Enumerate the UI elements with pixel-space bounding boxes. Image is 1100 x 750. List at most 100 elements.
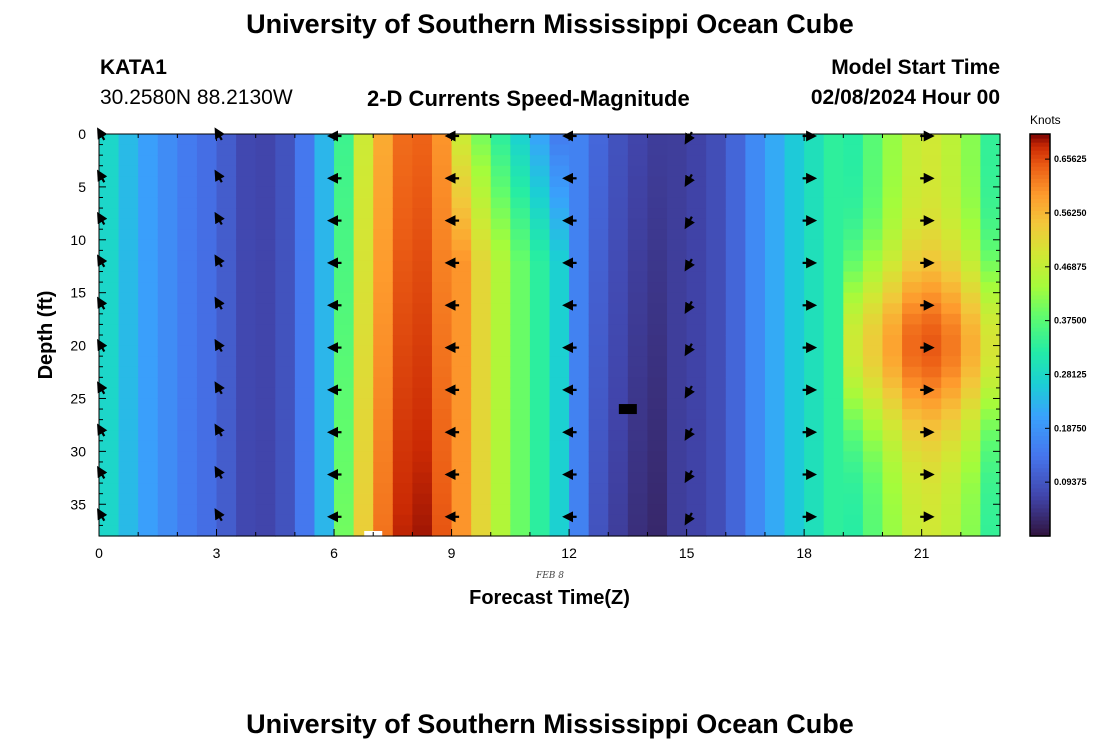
heat-cell xyxy=(431,493,453,505)
heat-cell xyxy=(353,186,374,199)
heat-cell xyxy=(588,335,609,347)
heat-cell xyxy=(255,409,276,421)
heat-cell xyxy=(138,134,159,146)
heat-cell xyxy=(608,197,629,209)
heat-cell xyxy=(627,313,649,326)
colorbar-tick-label: 0.18750 xyxy=(1054,423,1087,433)
heat-cell xyxy=(960,176,982,188)
heat-cell xyxy=(980,430,1001,442)
heat-cell xyxy=(627,250,649,262)
heat-cell xyxy=(236,208,257,220)
heat-cell xyxy=(804,144,825,156)
heat-cell xyxy=(706,197,727,209)
heat-cell xyxy=(275,345,296,357)
heat-cell xyxy=(196,260,218,273)
colorbar-segment xyxy=(1030,471,1050,477)
heat-cell xyxy=(941,313,962,326)
heat-cell xyxy=(353,483,374,495)
heat-cell xyxy=(843,525,864,537)
heat-cell xyxy=(549,356,570,368)
colorbar-segment xyxy=(1030,523,1050,529)
colorbar-segment xyxy=(1030,270,1050,276)
heat-cell xyxy=(960,292,982,304)
heat-cell xyxy=(843,197,864,209)
heat-cell xyxy=(314,292,335,304)
heat-cell xyxy=(804,356,825,368)
heat-cell xyxy=(294,514,316,527)
heat-cell xyxy=(510,377,531,389)
heat-cell xyxy=(275,398,296,410)
heat-cell xyxy=(902,483,923,495)
heat-cell xyxy=(412,409,433,421)
y-tick-label: 30 xyxy=(70,443,86,459)
heat-cell xyxy=(314,260,335,273)
heat-cell xyxy=(706,324,727,336)
heat-cell xyxy=(706,409,727,421)
heat-cell xyxy=(431,303,453,315)
heat-cell xyxy=(510,282,531,294)
heat-cell xyxy=(843,282,864,294)
heat-cell xyxy=(843,218,864,230)
heat-cell xyxy=(549,197,570,209)
heat-cell xyxy=(588,176,609,188)
heat-cell xyxy=(314,176,335,188)
heat-cell xyxy=(392,345,413,357)
heat-cell xyxy=(471,144,492,156)
heat-cell xyxy=(529,387,551,400)
heat-cell xyxy=(608,387,629,400)
heat-cell xyxy=(138,303,159,315)
heat-cell xyxy=(431,250,453,262)
heat-cell xyxy=(941,430,962,442)
heat-cell xyxy=(373,483,394,495)
heat-cell xyxy=(902,229,923,241)
heat-cell xyxy=(471,504,492,516)
heat-cell xyxy=(490,260,511,273)
heat-cell xyxy=(843,155,864,167)
heat-cell xyxy=(118,229,139,241)
heat-cell xyxy=(902,144,923,156)
colorbar-segment xyxy=(1030,158,1050,163)
heat-cell xyxy=(216,461,237,474)
heat-cell xyxy=(275,260,296,273)
heat-cell xyxy=(882,398,903,410)
heat-cell xyxy=(431,366,453,378)
heat-cell xyxy=(196,144,218,156)
heat-cell xyxy=(764,493,786,505)
heat-cell xyxy=(255,483,276,495)
heat-cell xyxy=(510,483,531,495)
heat-cell xyxy=(882,472,903,484)
heat-cell xyxy=(588,409,609,421)
heat-cell xyxy=(196,208,218,220)
heat-cell xyxy=(921,144,942,156)
y-axis-label: Depth (ft) xyxy=(35,291,57,380)
heat-cell xyxy=(941,282,962,294)
heat-cell xyxy=(667,176,688,188)
heat-cell xyxy=(902,366,923,378)
heat-cell xyxy=(216,239,237,251)
heat-cell xyxy=(784,292,805,304)
heat-cell xyxy=(647,398,668,410)
heat-cell xyxy=(431,282,453,294)
station-id: KATA1 xyxy=(100,56,167,79)
heat-cell xyxy=(353,398,374,410)
heat-cell xyxy=(138,398,159,410)
heat-cell xyxy=(882,419,903,431)
heat-cell xyxy=(882,366,903,378)
heat-cell xyxy=(921,525,942,537)
heat-cell xyxy=(706,229,727,241)
heat-cell xyxy=(118,239,139,251)
heat-cell xyxy=(804,377,825,389)
heat-cell xyxy=(510,366,531,378)
heat-cell xyxy=(334,229,355,241)
heat-cell xyxy=(373,525,394,537)
heat-cell xyxy=(647,303,668,315)
heat-cell xyxy=(118,409,139,421)
heat-cell xyxy=(725,366,746,378)
heat-cell xyxy=(980,461,1001,474)
heat-cell xyxy=(412,493,433,505)
heat-cell xyxy=(686,345,707,357)
heat-cell xyxy=(510,292,531,304)
heat-cell xyxy=(177,335,198,347)
heat-cell xyxy=(588,451,609,463)
colorbar-segment xyxy=(1030,459,1050,465)
